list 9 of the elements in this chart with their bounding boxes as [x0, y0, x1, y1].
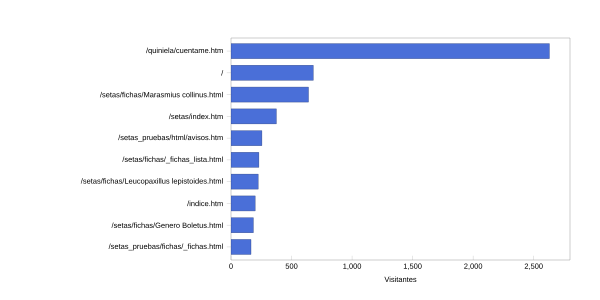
- bar: [231, 108, 277, 124]
- bar: [231, 152, 260, 168]
- bar: [231, 65, 314, 81]
- bar: [231, 217, 254, 233]
- bar: [231, 86, 309, 102]
- bar: [231, 196, 256, 212]
- bar: [231, 174, 258, 190]
- bar: [231, 43, 550, 59]
- bar: [231, 130, 262, 146]
